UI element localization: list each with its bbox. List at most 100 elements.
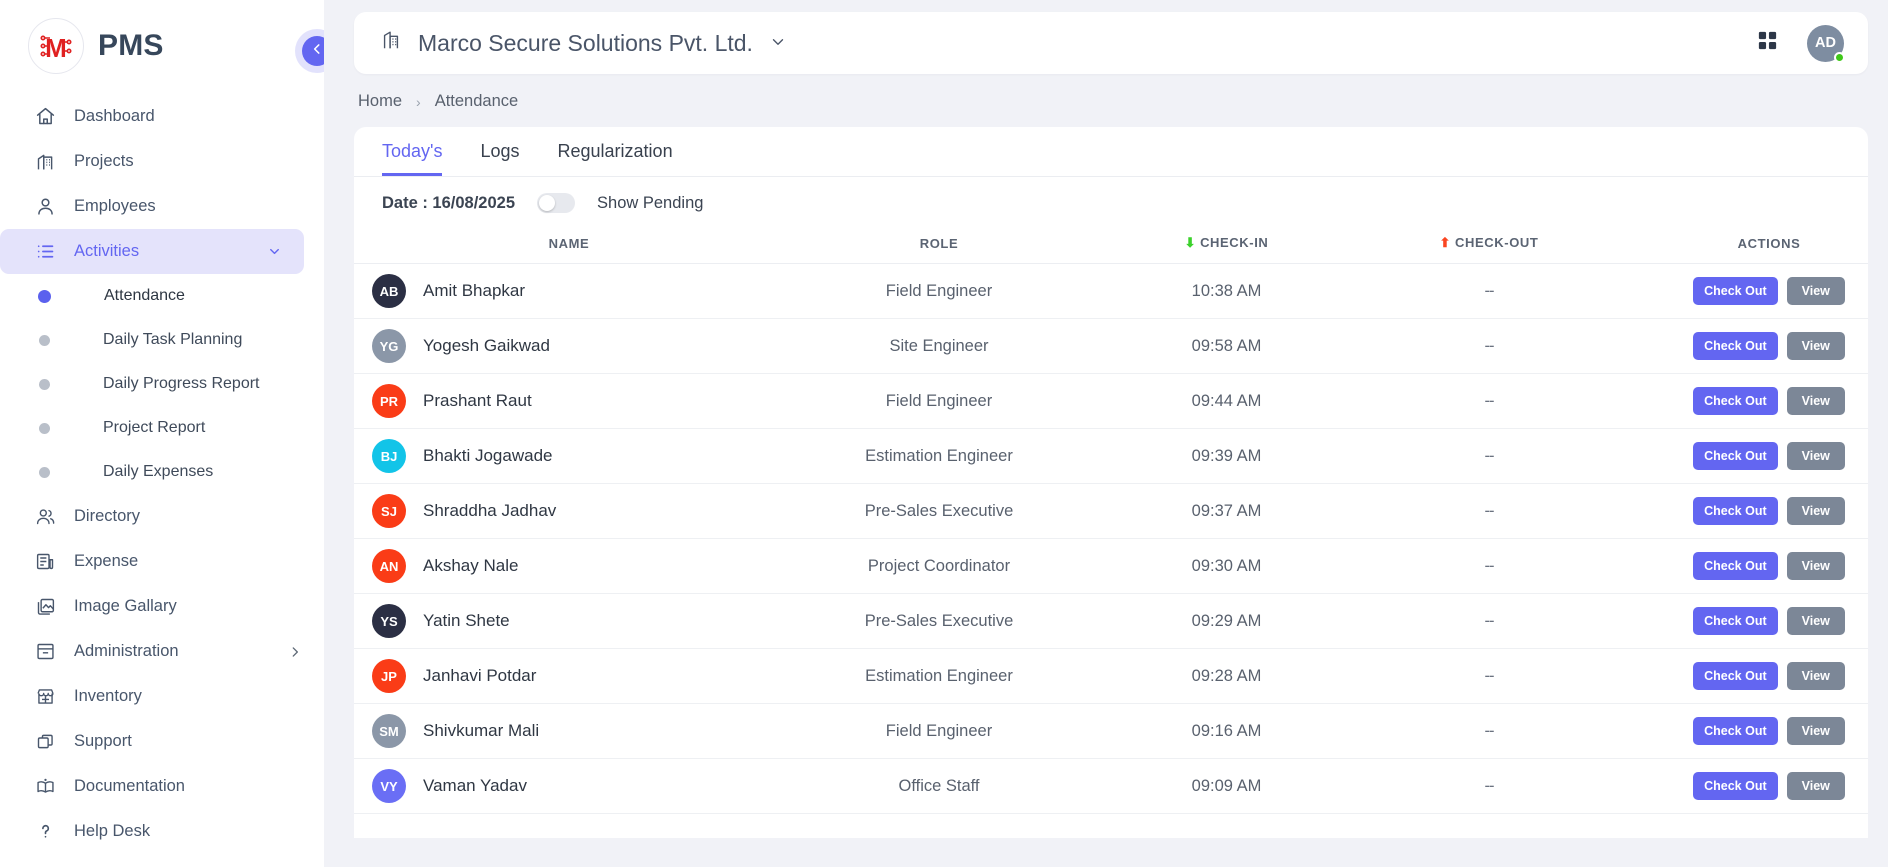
column-header-checkin[interactable]: ⬇ CHECK-IN (1094, 227, 1359, 264)
brand[interactable]: M PMS (0, 0, 324, 94)
cell-checkout: -- (1484, 446, 1495, 465)
sidebar-item-label: Directory (74, 507, 141, 525)
breadcrumb-home[interactable]: Home (358, 92, 403, 110)
view-button[interactable]: View (1786, 717, 1845, 745)
view-button[interactable]: View (1786, 552, 1845, 580)
tab-todays[interactable]: Today's (382, 141, 443, 176)
cell-role: Field Engineer (885, 721, 993, 740)
check-out-button[interactable]: Check Out (1693, 717, 1778, 745)
avatar-initials: AD (1815, 35, 1836, 51)
cell-checkin: 09:16 AM (1191, 721, 1262, 740)
sidebar-item-administration[interactable]: Administration (0, 629, 324, 674)
view-button[interactable]: View (1786, 277, 1845, 305)
table-row[interactable]: PR Prashant Raut Field Engineer 09:44 AM -- C… (354, 374, 1868, 429)
sidebar-subitem-project-report[interactable]: Project Report (0, 406, 324, 450)
table-row[interactable]: AN Akshay Nale Project Coordinator 09:30 AM… (354, 539, 1868, 594)
view-button[interactable]: View (1786, 772, 1845, 800)
sidebar-item-inventory[interactable]: Inventory (0, 674, 324, 719)
chevron-right-icon[interactable] (288, 645, 302, 659)
view-button[interactable]: View (1786, 607, 1845, 635)
sidebar-subitem-attendance[interactable]: Attendance (0, 274, 324, 318)
org-selector[interactable]: Marco Secure Solutions Pvt. Ltd. (380, 29, 787, 57)
check-out-button[interactable]: Check Out (1693, 772, 1778, 800)
table-row[interactable]: BJ Bhakti Jogawade Estimation Engineer 09:3… (354, 429, 1868, 484)
cell-role: Pre-Sales Executive (864, 501, 1014, 520)
sidebar-item-label: Help Desk (74, 822, 151, 840)
sidebar-subitem-daily-expenses[interactable]: Daily Expenses (0, 450, 324, 494)
cell-checkout: -- (1484, 336, 1495, 355)
tab-logs[interactable]: Logs (480, 141, 520, 161)
sidebar-item-image-gallary[interactable]: Image Gallary (0, 584, 324, 629)
sidebar-item-activities[interactable]: Activities (0, 229, 304, 274)
sidebar-item-employees[interactable]: Employees (0, 184, 324, 229)
sidebar-item-label: Administration (74, 642, 179, 660)
view-button[interactable]: View (1786, 497, 1845, 525)
bullet-icon (39, 422, 50, 434)
cell-checkin: 09:29 AM (1191, 611, 1262, 630)
cell-name: SM Shivkumar Mali (354, 704, 784, 759)
sidebar-nav: Dashboard Projects Employees (0, 94, 324, 854)
check-out-button[interactable]: Check Out (1693, 442, 1778, 470)
cell-checkin: 09:37 AM (1191, 501, 1262, 520)
employee-name: Akshay Nale (423, 556, 519, 575)
date-label[interactable]: Date : 16/08/2025 (382, 193, 516, 212)
view-button[interactable]: View (1786, 332, 1845, 360)
column-header-checkout[interactable]: ⬆ CHECK-OUT (1359, 227, 1619, 264)
table-row[interactable]: SJ Shraddha Jadhav Pre-Sales Executive 09:3… (354, 484, 1868, 539)
cell-actions: Check Out View (1619, 319, 1868, 374)
avatar: YS (372, 604, 406, 638)
table-row[interactable]: YG Yogesh Gaikwad Site Engineer 09:58 AM -- C… (354, 319, 1868, 374)
cell-checkout: -- (1484, 281, 1495, 300)
column-header-name[interactable]: NAME (354, 227, 784, 264)
sidebar-subitem-daily-progress-report[interactable]: Daily Progress Report (0, 362, 324, 406)
check-out-button[interactable]: Check Out (1693, 332, 1778, 360)
check-out-button[interactable]: Check Out (1693, 662, 1778, 690)
cell-role: Site Engineer (889, 336, 989, 355)
table-row[interactable]: JP Janhavi Potdar Estimation Engineer 09:28… (354, 649, 1868, 704)
avatar: PR (372, 384, 406, 418)
cell-role: Estimation Engineer (865, 446, 1013, 465)
check-out-button[interactable]: Check Out (1693, 277, 1778, 305)
sidebar-item-directory[interactable]: Directory (0, 494, 324, 539)
show-pending-toggle[interactable] (537, 193, 576, 213)
cell-name: YS Yatin Shete (354, 594, 784, 649)
check-out-button[interactable]: Check Out (1693, 387, 1778, 415)
column-header-role[interactable]: ROLE (784, 227, 1094, 264)
check-out-button[interactable]: Check Out (1693, 497, 1778, 525)
sidebar-item-projects[interactable]: Projects (0, 139, 324, 184)
sidebar-item-help-desk[interactable]: Help Desk (0, 809, 324, 854)
cell-role: Office Staff (898, 776, 980, 795)
sidebar-subitem-label: Daily Progress Report (103, 375, 260, 392)
svg-text:M: M (45, 33, 67, 63)
view-button[interactable]: View (1786, 387, 1845, 415)
cell-role: Estimation Engineer (865, 666, 1013, 685)
table-row[interactable]: AB Amit Bhapkar Field Engineer 10:38 AM -- Ch… (354, 264, 1868, 319)
sidebar-item-support[interactable]: Support (0, 719, 324, 764)
bullet-icon (39, 378, 50, 390)
sidebar-item-dashboard[interactable]: Dashboard (0, 94, 324, 139)
sidebar-item-documentation[interactable]: Documentation (0, 764, 324, 809)
tab-regularization[interactable]: Regularization (557, 141, 673, 161)
chevron-down-icon[interactable] (267, 244, 282, 259)
avatar[interactable]: AD (1807, 24, 1845, 63)
cell-actions: Check Out View (1619, 759, 1868, 814)
grid-apps-icon[interactable] (1756, 29, 1779, 57)
toggle-knob (539, 195, 556, 211)
book-icon (34, 776, 56, 798)
cell-checkin: 09:39 AM (1191, 446, 1262, 465)
table-row[interactable]: VY Vaman Yadav Office Staff 09:09 AM -- Check… (354, 759, 1868, 814)
sidebar-subitem-daily-task-planning[interactable]: Daily Task Planning (0, 318, 324, 362)
check-out-button[interactable]: Check Out (1693, 607, 1778, 635)
view-button[interactable]: View (1786, 442, 1845, 470)
check-out-button[interactable]: Check Out (1693, 552, 1778, 580)
table-row[interactable]: SM Shivkumar Mali Field Engineer 09:16 AM --… (354, 704, 1868, 759)
cell-actions: Check Out View (1619, 429, 1868, 484)
show-pending-label: Show Pending (597, 193, 704, 212)
sidebar-item-label: Image Gallary (74, 597, 177, 615)
cell-role: Field Engineer (885, 281, 993, 300)
view-button[interactable]: View (1786, 662, 1845, 690)
chevron-down-icon[interactable] (769, 30, 787, 57)
table-row[interactable]: YS Yatin Shete Pre-Sales Executive 09:29 AM… (354, 594, 1868, 649)
sidebar-collapse-button[interactable] (302, 36, 324, 66)
sidebar-item-expense[interactable]: Expense (0, 539, 324, 584)
